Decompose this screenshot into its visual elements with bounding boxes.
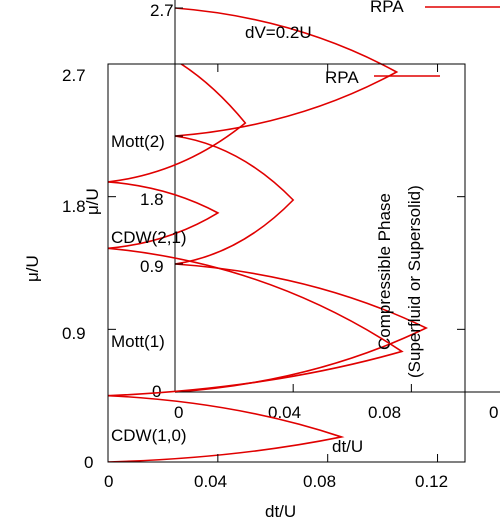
main-lobe-0 [108, 394, 345, 462]
inset-lobe-2 [174, 7, 399, 137]
inset-ytick-label-mid: 1.8 [140, 190, 164, 209]
xtick-label-0: 0 [104, 472, 113, 491]
ytick-label-1.8: 1.8 [62, 197, 86, 216]
cdw10-label: CDW(1,0) [111, 426, 187, 445]
ytick-label-0: 0 [84, 453, 93, 472]
mott2-label: Mott(2) [111, 132, 165, 151]
legend-label: RPA [325, 68, 359, 87]
inset-panel: 2.7 1.8 0.9 0 0 0.04 0.08 0 dV=0.2U dt/U… [83, 0, 500, 456]
inset-xtick-label-1: 0.04 [268, 403, 301, 422]
main-plot-frame [107, 63, 466, 463]
cdw21-label: CDW(2,1) [111, 228, 187, 247]
xtick-label-0.04: 0.04 [194, 472, 227, 491]
y-axis-title: μ/U [23, 255, 42, 282]
main-curves [108, 64, 404, 462]
inset-y-axis-title: μ/U [83, 188, 102, 215]
xtick-label-0.12: 0.12 [415, 472, 448, 491]
ytick-label-2.7: 2.7 [62, 66, 86, 85]
inset-ytick-label-low: 0.9 [140, 257, 164, 276]
main-lobe-3 [108, 64, 247, 183]
inset-xtick-label-0: 0 [174, 403, 183, 422]
main-lobe-1 [108, 247, 404, 397]
inset-lobe-1 [174, 135, 295, 265]
inset-title: dV=0.2U [245, 23, 312, 42]
superfluid-supersolid-label: (Superfluid or Supersolid) [405, 185, 424, 378]
inset-xtick-label-3: 0 [489, 403, 498, 422]
inset-ytick-label-top: 2.7 [150, 1, 174, 20]
inset-xtick-label-2: 0.08 [368, 403, 401, 422]
x-axis-title: dt/U [265, 502, 296, 521]
main-ticks [107, 63, 465, 463]
compressible-phase-label: Compressible Phase [375, 193, 394, 350]
inset-legend-label: RPA [370, 0, 404, 16]
main-lobe-2 [108, 181, 220, 250]
inset-ytick-label-zero: 0 [152, 382, 161, 401]
xtick-label-0.08: 0.08 [303, 472, 336, 491]
inset-ticks [174, 7, 412, 393]
ytick-label-0.9: 0.9 [62, 324, 86, 343]
main-panel: 2.7 1.8 0.9 0 0 0.04 0.08 0.12 dt/U μ/U … [23, 63, 466, 521]
mott1-label: Mott(1) [111, 332, 165, 351]
inset-x-axis-title: dt/U [332, 437, 363, 456]
